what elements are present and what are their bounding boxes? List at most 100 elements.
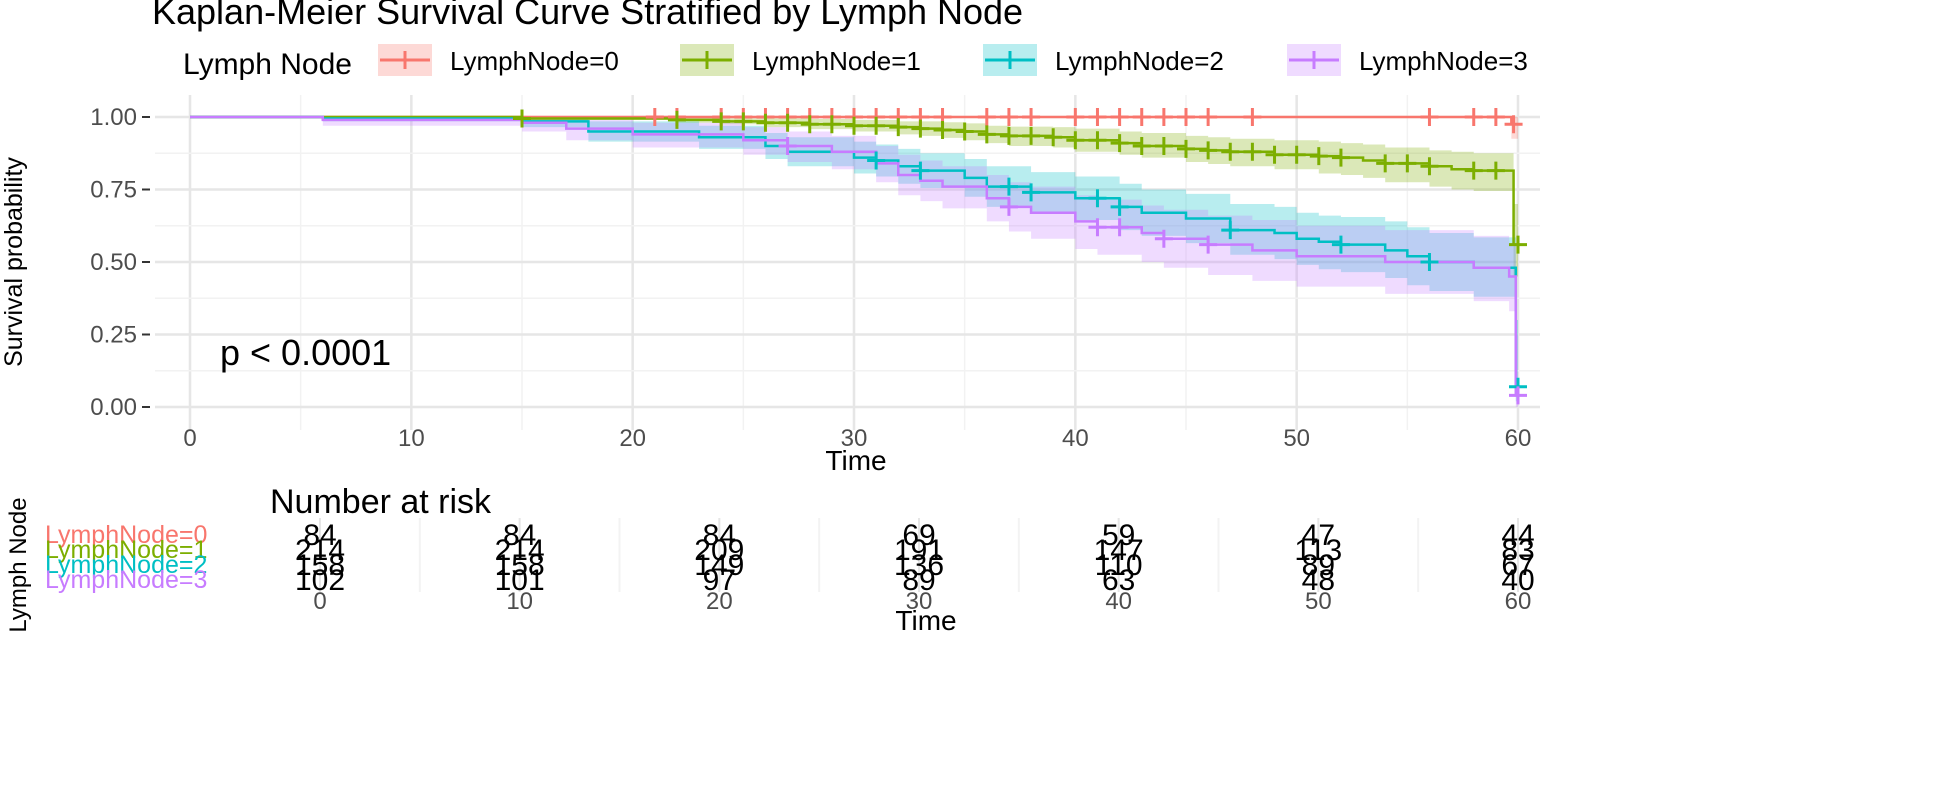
censor-mark xyxy=(1088,131,1107,150)
censor-mark xyxy=(1088,108,1107,126)
risk-value: 89 xyxy=(1302,549,1335,582)
plot-panel: 0.00 0.25 0.50 0.75 1.00 0 10 20 30 40 50 60 p < 0… xyxy=(0,95,1935,476)
censor-mark xyxy=(1420,157,1439,176)
censor-mark xyxy=(1177,139,1195,158)
censor-mark xyxy=(1420,253,1439,271)
censor-mark xyxy=(778,113,797,132)
legend-key-line xyxy=(1289,51,1339,69)
censor-mark xyxy=(911,119,930,138)
censor-mark xyxy=(1199,108,1218,126)
risk-x-tick-label: 20 xyxy=(706,588,733,615)
legend: Lymph Node LymphNode=0 LymphNode=1 LymphNo… xyxy=(183,44,1528,81)
censor-mark xyxy=(1066,131,1085,150)
x-tick-label: 0 xyxy=(183,425,196,452)
y-tick-label: 0.00 xyxy=(90,394,137,421)
risk-table: Number at risk LymphNode=0LymphNode=1Lym… xyxy=(5,483,1535,636)
y-tick-label: 0.25 xyxy=(90,322,137,349)
panel-background xyxy=(155,95,1935,450)
censor-mark xyxy=(1088,218,1107,237)
risk-x-tick-label: 0 xyxy=(313,588,326,615)
censor-mark xyxy=(933,121,952,140)
legend-item-lymphnode-3: LymphNode=3 xyxy=(1287,44,1528,76)
risk-x-tick-label: 10 xyxy=(506,588,533,615)
risk-value: 113 xyxy=(1294,534,1342,567)
risk-value: 84 xyxy=(303,519,336,552)
censor-mark xyxy=(955,122,974,141)
censor-mark xyxy=(1287,145,1306,164)
risk-value: 214 xyxy=(295,534,345,567)
censor-mark xyxy=(1154,137,1173,155)
risk-value: 110 xyxy=(1095,549,1143,582)
legend-item-lymphnode-0: LymphNode=0 xyxy=(378,44,619,76)
legend-label: LymphNode=2 xyxy=(1055,46,1224,76)
censor-mark xyxy=(1376,154,1395,173)
censor-mark xyxy=(1221,142,1240,161)
y-tick-label: 0.75 xyxy=(90,177,137,204)
censor-mark xyxy=(712,112,731,131)
censor-mark xyxy=(1088,189,1107,208)
censor-mark xyxy=(1154,229,1173,248)
censor-mark xyxy=(911,161,930,180)
censor-mark xyxy=(1464,108,1483,126)
censor-mark xyxy=(1199,141,1218,160)
p-value-annotation: p < 0.0001 xyxy=(220,332,391,373)
risk-x-tick-label: 40 xyxy=(1105,588,1132,615)
censor-mark xyxy=(645,108,664,126)
censor-mark xyxy=(1331,148,1350,167)
censor-mark xyxy=(1243,142,1262,161)
censor-mark xyxy=(999,126,1018,145)
censor-mark xyxy=(734,112,753,131)
censor-mark xyxy=(845,116,863,135)
legend-label: LymphNode=0 xyxy=(450,46,619,76)
x-tick-label: 20 xyxy=(619,425,646,452)
censor-mark xyxy=(1509,235,1527,254)
censor-mark xyxy=(1504,115,1523,134)
x-tick-label: 40 xyxy=(1062,425,1089,452)
risk-value: 158 xyxy=(295,549,345,582)
risk-value: 69 xyxy=(902,519,935,552)
censor-mark xyxy=(977,108,996,126)
risk-value: 136 xyxy=(894,549,944,582)
censor-mark xyxy=(999,108,1018,126)
risk-x-tick-label: 60 xyxy=(1505,588,1532,615)
x-axis-title: Time xyxy=(825,445,886,476)
risk-value: 48 xyxy=(1302,564,1335,597)
risk-value: 83 xyxy=(1501,534,1534,567)
censor-mark xyxy=(1398,154,1417,173)
censor-mark xyxy=(1221,221,1240,240)
censor-mark xyxy=(1420,108,1439,126)
risk-value: 89 xyxy=(902,564,935,597)
censor-mark xyxy=(867,116,886,135)
censor-mark xyxy=(977,125,996,144)
censor-mark xyxy=(1486,108,1505,126)
legend-title: Lymph Node xyxy=(183,48,352,81)
censor-mark xyxy=(778,137,797,155)
risk-value: 59 xyxy=(1102,519,1135,552)
risk-value: 84 xyxy=(703,519,736,552)
censor-mark xyxy=(1331,235,1350,254)
censor-mark xyxy=(1309,147,1328,166)
risk-value: 63 xyxy=(1102,564,1135,597)
y-axis-title: Survival probability xyxy=(0,157,28,367)
risk-value: 67 xyxy=(1501,549,1534,582)
legend-key-line xyxy=(682,51,732,69)
risk-value: 149 xyxy=(694,549,744,582)
censor-mark xyxy=(822,115,841,134)
censor-mark xyxy=(889,118,908,137)
risk-y-axis-title: Lymph Node xyxy=(5,497,32,632)
chart-title: Kaplan-Meier Survival Curve Stratified b… xyxy=(152,0,1023,32)
x-tick-label: 50 xyxy=(1283,425,1310,452)
x-tick-label: 30 xyxy=(841,425,868,452)
censor-mark xyxy=(1243,108,1262,126)
censor-mark xyxy=(1199,235,1218,254)
x-tick-label: 60 xyxy=(1505,425,1532,452)
legend-key-line xyxy=(380,51,430,69)
risk-value: 47 xyxy=(1302,519,1335,552)
risk-row-label: LymphNode=2 xyxy=(45,551,207,579)
censor-mark xyxy=(1110,218,1129,237)
censor-mark xyxy=(1486,161,1505,180)
censor-mark xyxy=(1132,137,1151,155)
risk-row-label: LymphNode=3 xyxy=(45,566,207,594)
censor-mark xyxy=(999,197,1018,216)
